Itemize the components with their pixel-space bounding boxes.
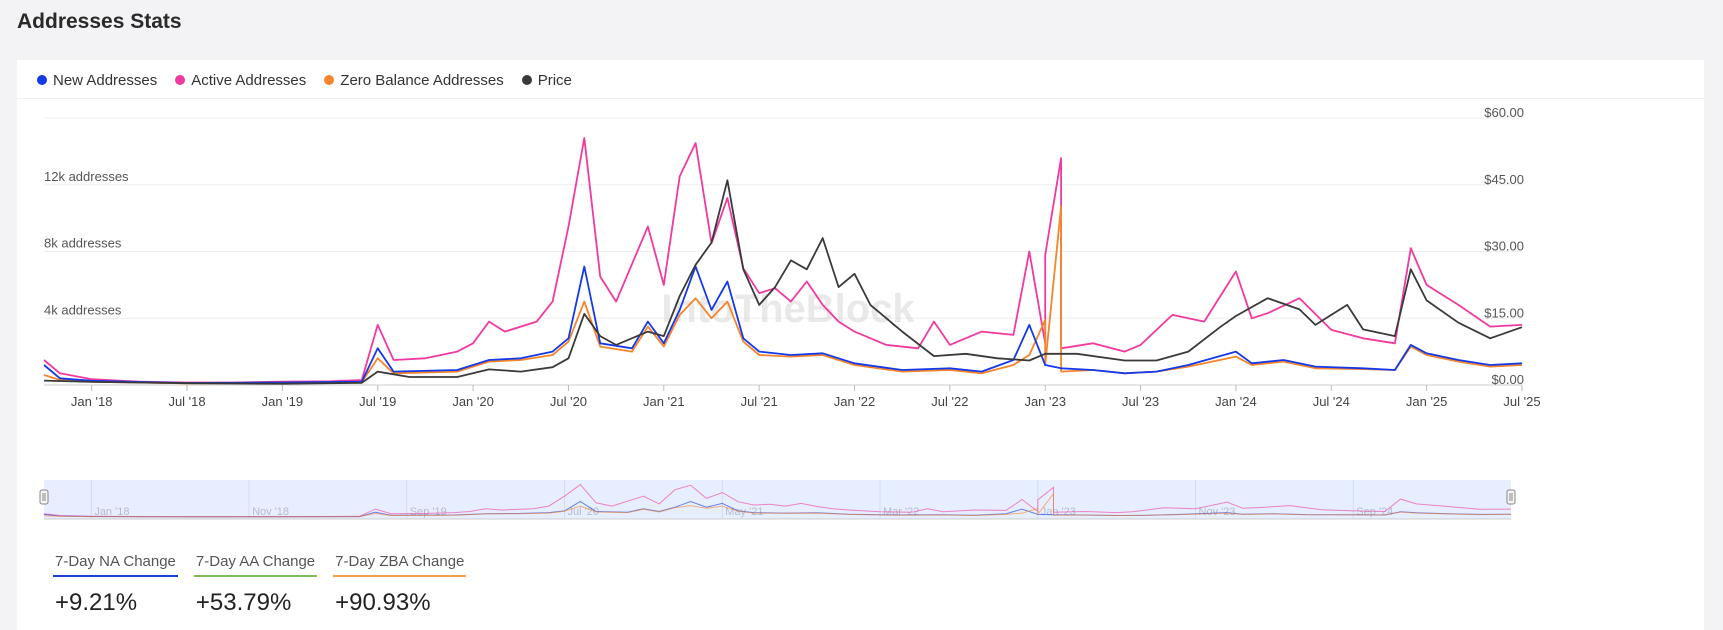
x-tick-label: Jul '19 bbox=[359, 394, 396, 409]
stat-value: +9.21% bbox=[55, 589, 138, 616]
x-tick-label: Jul '22 bbox=[931, 394, 968, 409]
x-tick-label: Jan '18 bbox=[71, 394, 113, 409]
legend-divider bbox=[17, 98, 1704, 99]
navigator-right-handle[interactable] bbox=[1506, 489, 1516, 505]
legend-dot-icon bbox=[175, 75, 186, 85]
y-right-tick-label: $45.00 bbox=[1484, 172, 1524, 187]
series-line-new-addresses[interactable] bbox=[43, 265, 1523, 384]
stats-row: 7-Day NA Change +9.21% 7-Day AA Change +… bbox=[53, 553, 467, 617]
x-tick-label: Jan '19 bbox=[262, 394, 304, 409]
x-tick-label: Jan '23 bbox=[1024, 394, 1066, 409]
legend-label: Active Addresses bbox=[191, 71, 307, 89]
chart-legend: New Addresses Active Addresses Zero Bala… bbox=[37, 68, 572, 92]
watermark-logo: IntoTheBlock bbox=[661, 287, 915, 331]
y-right-tick-label: $30.00 bbox=[1484, 239, 1524, 254]
x-tick-label: Jul '25 bbox=[1503, 394, 1540, 409]
stat-label: 7-Day AA Change bbox=[193, 553, 318, 577]
legend-label: Zero Balance Addresses bbox=[340, 71, 504, 89]
legend-item-active-addresses[interactable]: Active Addresses bbox=[175, 72, 306, 89]
x-tick-label: Jul '18 bbox=[168, 394, 205, 409]
stat-aa-change: 7-Day AA Change +53.79% bbox=[193, 553, 318, 617]
x-tick-label: Jul '21 bbox=[741, 394, 778, 409]
y-left-tick-label: 8k addresses bbox=[44, 236, 122, 251]
main-chart[interactable]: $0.00 $15.00 $30.00 $45.00 $60.00 4k addresse… bbox=[17, 100, 1704, 470]
range-navigator[interactable]: Jan '18 Nov '18 Sep '19 Jul '20 May '21 Mar '… bbox=[17, 475, 1704, 535]
x-tick-label: Jan '22 bbox=[834, 394, 876, 409]
y-left-tick-label: 4k addresses bbox=[44, 302, 122, 317]
legend-dot-icon bbox=[37, 75, 47, 85]
navigator-left-handle[interactable] bbox=[39, 489, 49, 505]
series-line-zero-balance-addresses[interactable] bbox=[43, 205, 1523, 385]
y-right-tick-label: $0.00 bbox=[1491, 372, 1524, 387]
navigator-label: Sep '19 bbox=[410, 506, 447, 518]
navigator-label: Jan '18 bbox=[94, 506, 129, 518]
page-title: Addresses Stats bbox=[17, 10, 182, 33]
y-left-tick-label: 12k addresses bbox=[44, 169, 129, 184]
x-tick-label: Jul '24 bbox=[1313, 394, 1350, 409]
series-line-active-addresses[interactable] bbox=[43, 137, 1523, 384]
stat-label: 7-Day ZBA Change bbox=[333, 553, 467, 577]
legend-item-new-addresses[interactable]: New Addresses bbox=[37, 72, 157, 89]
navigator-series-line bbox=[43, 492, 1512, 518]
x-tick-label: Jan '25 bbox=[1406, 394, 1448, 409]
x-tick-label: Jul '23 bbox=[1122, 394, 1159, 409]
navigator-series-line bbox=[43, 483, 1512, 518]
chart-card: New Addresses Active Addresses Zero Bala… bbox=[17, 60, 1704, 630]
navigator-label: Nov '23 bbox=[1199, 506, 1236, 518]
legend-item-price[interactable]: Price bbox=[521, 71, 572, 89]
x-tick-label: Jul '20 bbox=[550, 394, 587, 409]
stat-label: 7-Day NA Change bbox=[53, 553, 178, 577]
stat-value: +53.79% bbox=[195, 589, 292, 616]
x-tick-label: Jan '20 bbox=[452, 394, 494, 409]
x-tick-label: Jan '21 bbox=[643, 394, 685, 409]
navigator-label: Sep '24 bbox=[1356, 506, 1393, 518]
legend-dot-icon bbox=[521, 75, 532, 85]
legend-dot-icon bbox=[324, 75, 335, 85]
stat-na-change: 7-Day NA Change +9.21% bbox=[53, 553, 178, 617]
navigator-label: Jul '20 bbox=[568, 506, 599, 518]
y-right-tick-label: $60.00 bbox=[1484, 105, 1524, 120]
x-tick-label: Jan '24 bbox=[1215, 394, 1257, 409]
stat-value: +90.93% bbox=[335, 589, 431, 616]
y-right-tick-label: $15.00 bbox=[1484, 305, 1524, 320]
legend-label: New Addresses bbox=[53, 71, 158, 89]
stat-zba-change: 7-Day ZBA Change +90.93% bbox=[333, 553, 467, 617]
navigator-label: Nov '18 bbox=[252, 506, 289, 518]
legend-item-zero-balance-addresses[interactable]: Zero Balance Addresses bbox=[324, 71, 504, 89]
series-line-price[interactable] bbox=[43, 179, 1523, 385]
legend-label: Price bbox=[537, 71, 572, 89]
